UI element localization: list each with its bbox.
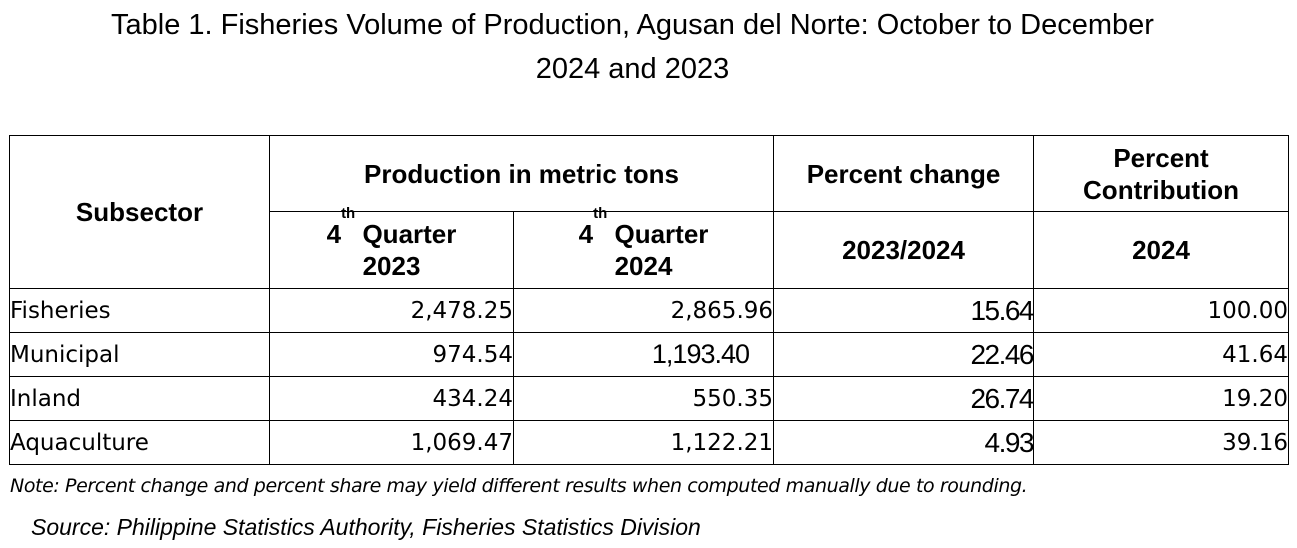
cell-percent-change: 26.74 <box>773 376 1035 421</box>
header-contribution-year: 2024 <box>1033 211 1290 289</box>
cell-percent-contribution: 19.20 <box>1033 376 1290 421</box>
cell-percent-change: 15.64 <box>773 288 1035 333</box>
cell-q4-2024: 550.35 <box>512 376 775 421</box>
header-percent-contribution-line1: Percent <box>1113 142 1209 173</box>
header-q4-2023-sup: th <box>341 205 356 222</box>
header-q4-2024-quarter: Quarter <box>607 219 709 249</box>
cell-percent-contribution: 100.00 <box>1033 288 1290 333</box>
cell-q4-2024: 1,193.40 <box>512 332 775 377</box>
cell-subsector: Aquaculture <box>9 420 270 465</box>
cell-percent-contribution: 41.64 <box>1033 332 1290 377</box>
table-source: Source: Philippine Statistics Authority,… <box>31 514 701 540</box>
title-line-2: 2024 and 2023 <box>535 53 730 85</box>
cell-q4-2023: 434.24 <box>269 376 514 421</box>
cell-q4-2024: 1,122.21 <box>512 420 775 465</box>
fisheries-production-table: Subsector Production in metric tons Perc… <box>9 135 1290 465</box>
header-percent-contribution-line2: Contribution <box>1083 174 1239 205</box>
cell-q4-2023: 2,478.25 <box>269 288 514 333</box>
table-row: Municipal 974.54 1,193.40 22.46 41.64 <box>9 332 1290 377</box>
cell-q4-2023: 974.54 <box>269 332 514 377</box>
cell-percent-change: 22.46 <box>773 332 1035 377</box>
header-production: Production in metric tons <box>268 135 775 212</box>
table-row: Fisheries 2,478.25 2,865.96 15.64 100.00 <box>9 288 1290 333</box>
table-note: Note: Percent change and percent share m… <box>10 475 1028 497</box>
header-q4-2024-num: 4 <box>578 219 594 249</box>
header-q4-2024: 4th Quarter 2024 <box>512 206 775 289</box>
header-percent-change: Percent change <box>773 135 1035 212</box>
header-q4-2023: 4th Quarter 2023 <box>269 206 514 289</box>
table-title: Table 1. Fisheries Volume of Production,… <box>0 3 1265 91</box>
cell-percent-change: 4.93 <box>773 420 1035 465</box>
cell-q4-2023: 1,069.47 <box>269 420 514 465</box>
header-q4-2023-year: 2023 <box>362 251 421 281</box>
header-subsector: Subsector <box>9 135 270 289</box>
table-row: Aquaculture 1,069.47 1,122.21 4.93 39.16 <box>9 420 1290 465</box>
header-change-years: 2023/2024 <box>773 211 1035 289</box>
cell-subsector: Fisheries <box>9 288 270 333</box>
cell-q4-2024: 2,865.96 <box>512 288 775 333</box>
title-line-1: Table 1. Fisheries Volume of Production,… <box>111 9 1154 41</box>
cell-subsector: Municipal <box>9 332 270 377</box>
header-q4-2024-year: 2024 <box>614 251 673 281</box>
header-q4-2023-quarter: Quarter <box>355 219 457 249</box>
header-q4-2023-num: 4 <box>326 219 342 249</box>
cell-subsector: Inland <box>9 376 270 421</box>
table-row: Inland 434.24 550.35 26.74 19.20 <box>9 376 1290 421</box>
cell-percent-contribution: 39.16 <box>1033 420 1290 465</box>
header-percent-contribution: Percent Contribution <box>1033 135 1290 212</box>
header-q4-2024-sup: th <box>593 205 608 222</box>
